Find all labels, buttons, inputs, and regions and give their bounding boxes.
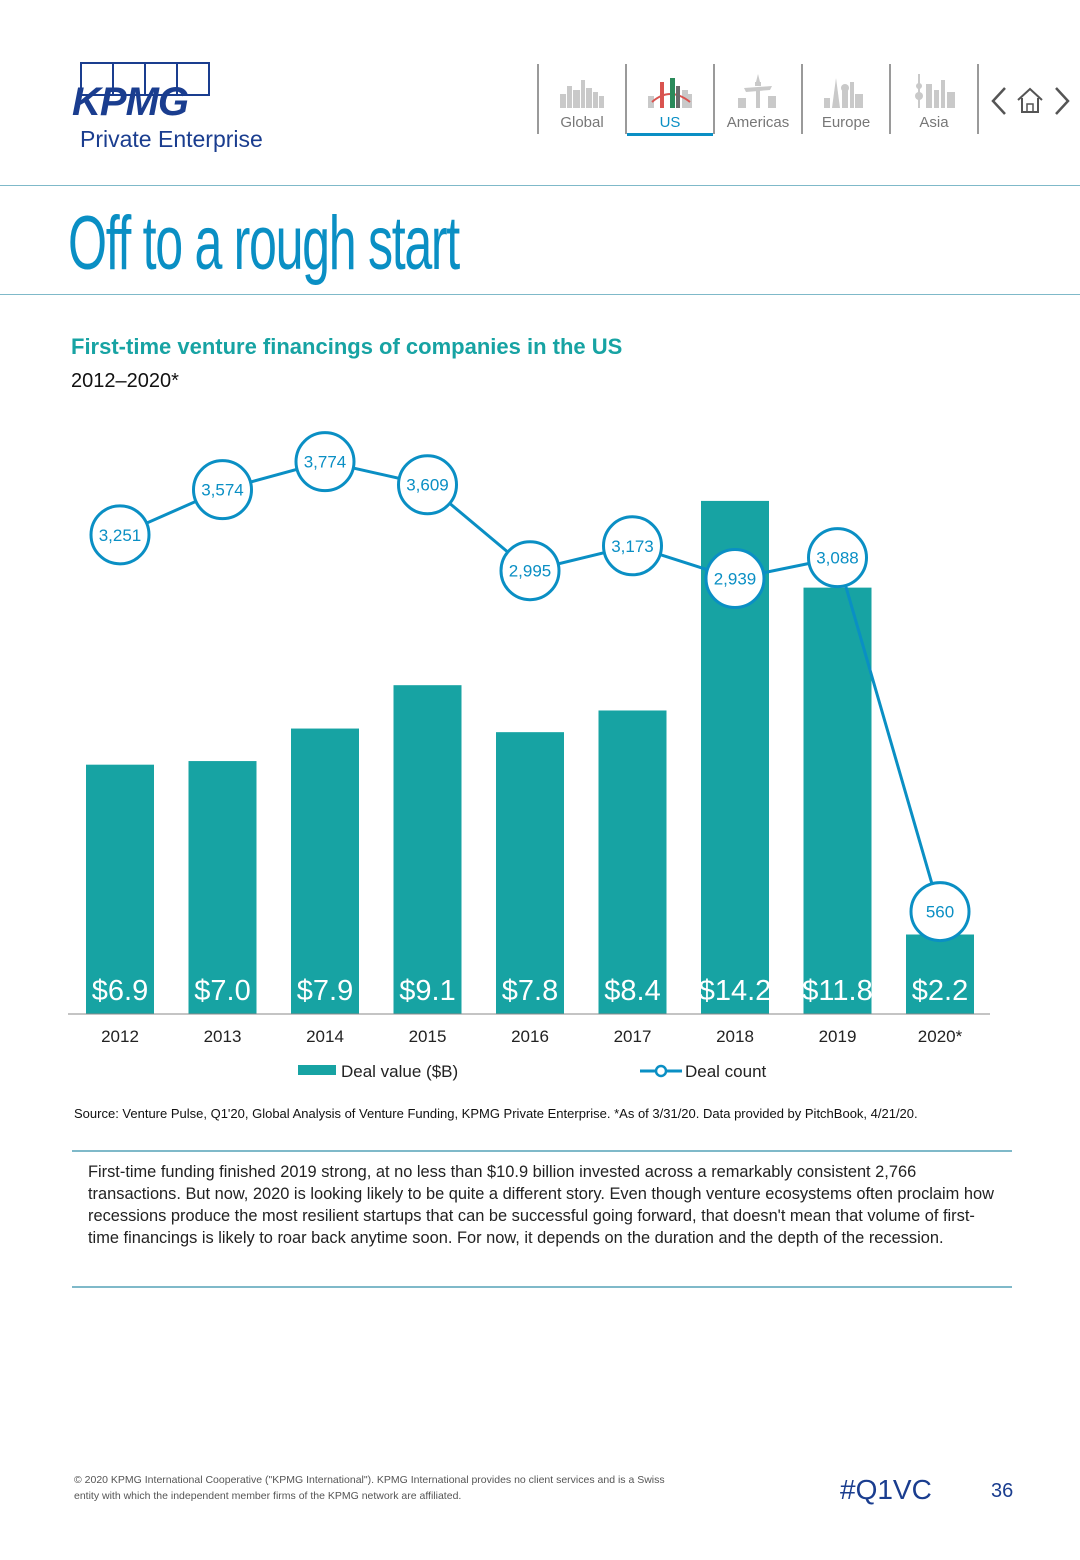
deal-count-marker [499,540,561,602]
bar-2013 [188,761,257,1014]
x-tick-label: 2013 [204,1027,242,1046]
nav-item-americas[interactable]: Americas [713,64,801,134]
nav-item-asia[interactable]: Asia [889,64,979,134]
deal-count-marker [602,515,663,577]
x-tick-label: 2015 [409,1027,447,1046]
logo-wordmark: KPMG [72,80,189,124]
page-title: Off to a rough start [68,201,460,286]
x-tick-label: 2016 [511,1027,549,1046]
bar-value-label: $6.9 [92,975,148,1007]
bar-2016 [496,732,564,1014]
commentary-text: First-time funding finished 2019 strong,… [88,1163,994,1247]
deal-count-label: 2,939 [714,570,757,589]
nav-label: Global [560,114,604,131]
americas-skyline-icon [738,74,776,108]
x-tick-label: 2019 [819,1027,857,1046]
bar-value-label: $2.2 [912,975,968,1007]
chart-subtitle: 2012–2020* [71,370,179,392]
nav-label: Asia [919,114,949,131]
bar-value-label: $7.8 [502,975,558,1007]
deal-count-label: 3,774 [304,453,347,472]
bar-2019 [803,587,872,1014]
nav-label: US [659,114,681,131]
deal-count-label: 3,574 [201,481,244,500]
bar-value-label: $7.0 [194,975,250,1007]
bar-value-label: $14.2 [699,975,772,1007]
deal-count-marker [704,548,766,610]
nav-label: Americas [726,114,790,131]
deal-count-label: 3,173 [611,537,654,556]
chevron-right-icon[interactable] [1048,84,1078,118]
hashtag: #Q1VC [840,1474,932,1505]
logo-subtitle: Private Enterprise [80,126,263,152]
source-note: Source: Venture Pulse, Q1'20, Global Ana… [74,1106,918,1121]
bar-2020* [906,934,974,1014]
deal-count-marker [807,527,868,589]
chart: $6.9 $7.0 $7.9 $9.1 $7.8 $8.4 $14.2 $11.8 $2.2 20… [68,431,990,1081]
deal-count-marker [294,431,356,493]
x-tick-label: 2018 [716,1027,754,1046]
chevron-left-icon[interactable] [985,84,1015,118]
deal-count-marker [397,454,458,516]
bar-2015 [393,685,462,1014]
legend-bar-label: Deal value ($B) [341,1062,458,1081]
bar-value-label: $11.8 [802,975,872,1007]
footer-copyright: © 2020 KPMG International Cooperative ("… [74,1474,665,1502]
bar-2012 [86,764,154,1014]
deal-count-marker [89,504,151,566]
region-nav: Global US Americas Europe Asia [537,64,979,136]
us-skyline-icon [648,78,692,108]
kpmg-logo: KPMG Private Enterprise [72,62,272,162]
home-icon[interactable] [1014,84,1046,118]
page-number: 36 [991,1480,1014,1502]
nav-item-europe[interactable]: Europe [801,64,889,134]
legend-line-label: Deal count [685,1062,767,1081]
bar-2017 [598,710,667,1014]
commentary-box: First-time funding finished 2019 strong,… [72,1150,1012,1288]
x-tick-label: 2012 [101,1027,139,1046]
bar-value-label: $7.9 [297,975,353,1007]
bar-value-label: $8.4 [604,975,660,1007]
deal-count-label: 3,088 [816,549,859,568]
legend-bar-swatch [298,1065,336,1075]
global-skyline-icon [560,80,604,108]
nav-item-us[interactable]: US [625,64,713,136]
nav-item-global[interactable]: Global [537,64,625,134]
header-divider [0,185,1080,186]
deal-count-label: 2,995 [509,562,552,581]
x-tick-label: 2017 [614,1027,652,1046]
logo-boxes [80,62,210,96]
deal-count-label: 3,251 [99,526,142,545]
asia-skyline-icon [915,74,955,108]
legend-line-marker [654,1064,668,1078]
x-tick-label: 2014 [306,1027,344,1046]
chart-title: First-time venture financings of compani… [71,334,623,359]
deal-count-label: 3,609 [406,476,449,495]
deal-count-label: 560 [926,903,954,922]
nav-label: Europe [821,114,871,131]
title-divider [0,294,1080,295]
bar-2014 [291,728,359,1014]
deal-count-marker [192,459,253,521]
x-tick-label: 2020* [918,1027,963,1046]
bar-value-label: $9.1 [399,975,455,1007]
deal-count-marker [909,881,971,943]
europe-skyline-icon [824,78,863,108]
